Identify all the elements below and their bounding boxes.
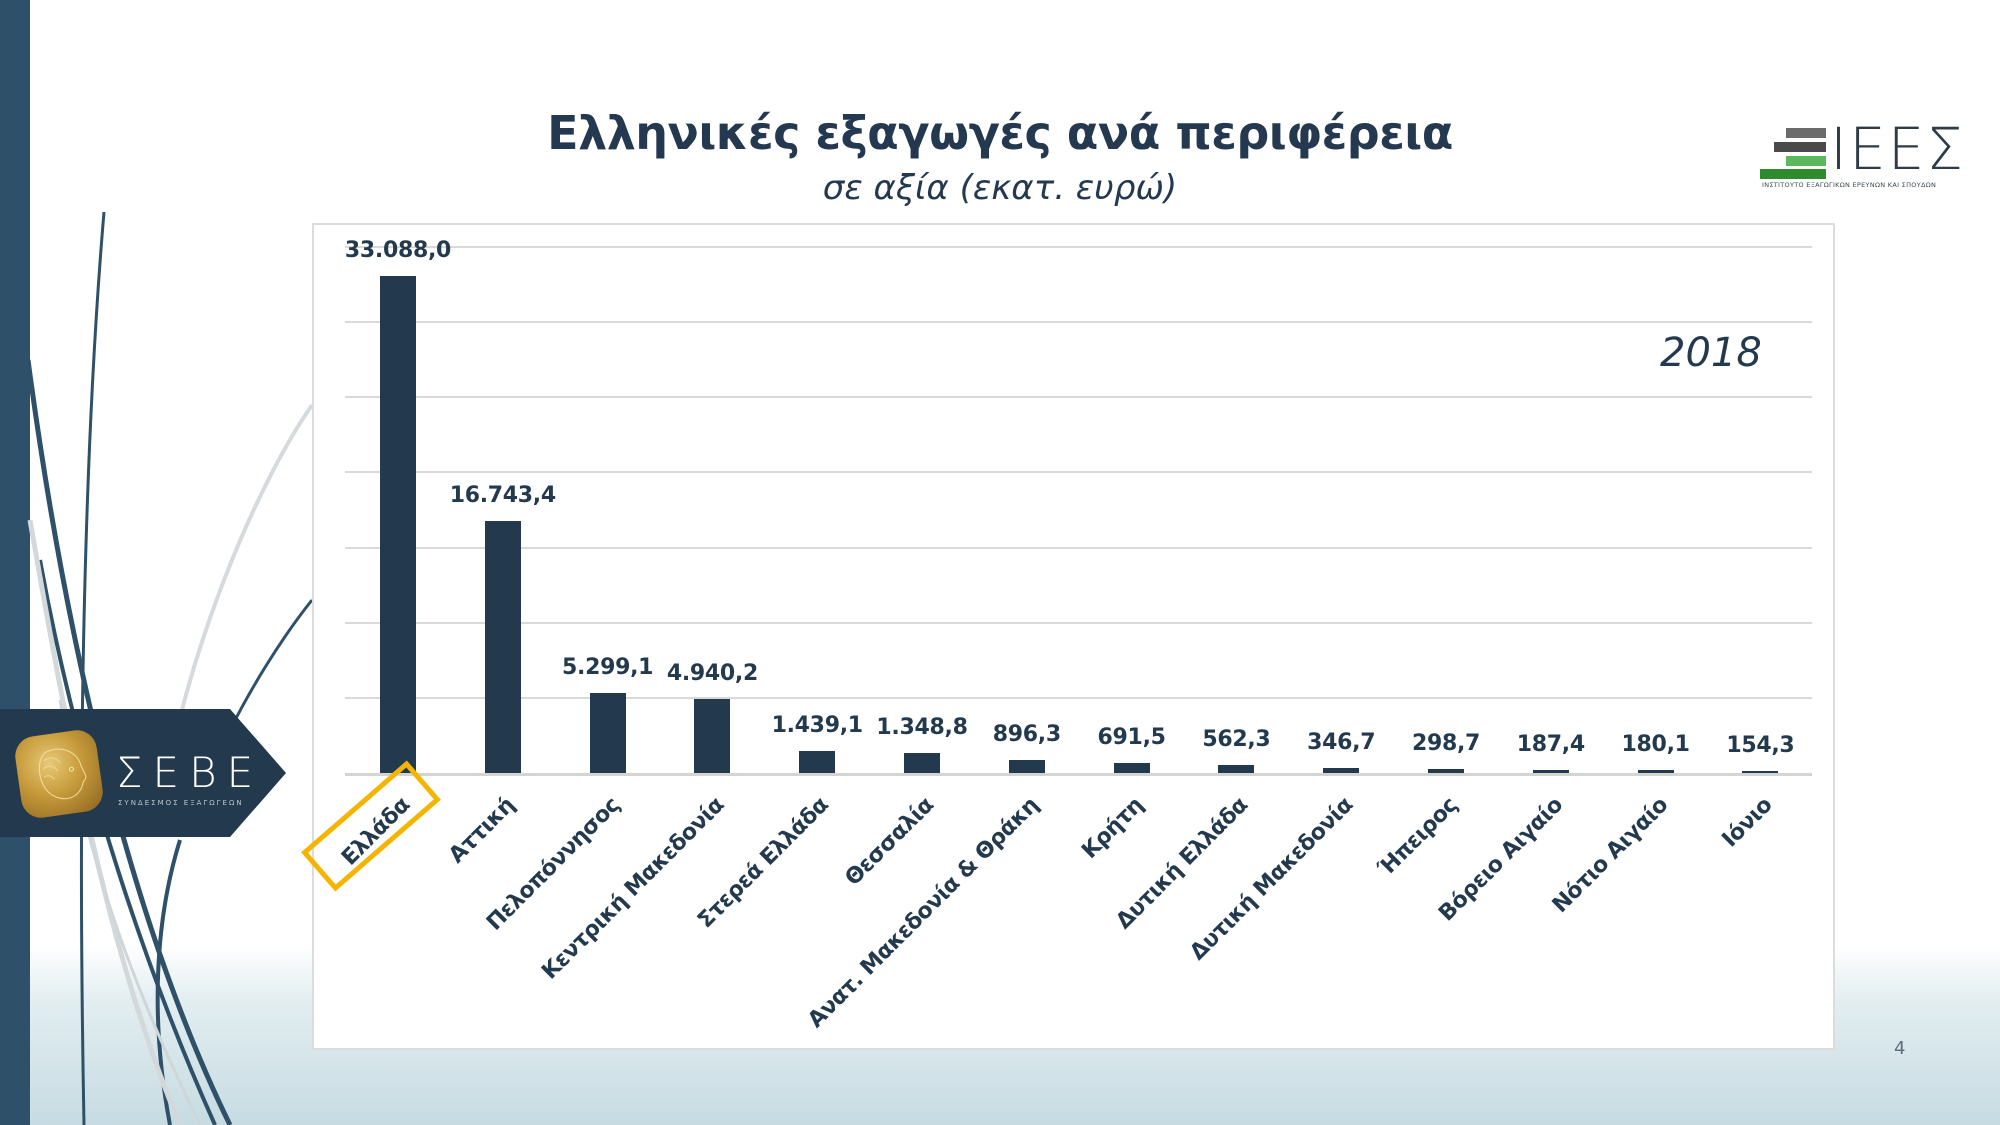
bar [380, 275, 416, 773]
slide-subtitle: σε αξία (εκατ. ευρώ) [822, 168, 1178, 208]
page-number: 4 [1894, 1038, 1906, 1059]
gridline [345, 621, 1812, 624]
bar-value-label: 180,1 [1621, 732, 1690, 758]
bar [1008, 759, 1045, 773]
coin-profile-icon [38, 748, 87, 800]
bar-value-label: 154,3 [1726, 732, 1795, 758]
bar-value-label: 896,3 [992, 721, 1061, 747]
bar [1113, 762, 1150, 773]
bar [1323, 767, 1360, 773]
x-axis-baseline [345, 773, 1812, 776]
sebe-logo-name: ΣΕΒΕ [116, 748, 264, 797]
bar-value-label: 1.439,1 [771, 713, 863, 739]
iees-logo-bar [1786, 156, 1826, 166]
bar-value-label: 4.940,2 [666, 660, 758, 686]
gridline [345, 396, 1812, 399]
year-annotation: 2018 [1660, 330, 1762, 376]
gridline [345, 546, 1812, 549]
iees-logo-bar [1786, 128, 1826, 138]
iees-logo-bar [1760, 169, 1826, 179]
sebe-coin-logo [12, 727, 106, 821]
bar [1218, 764, 1255, 773]
bar [799, 751, 836, 773]
sebe-logo-subtitle: ΣΥΝΔΕΣΜΟΣ ΕΞΑΓΩΓΕΩΝ [118, 799, 244, 807]
bar-value-label: 1.348,8 [876, 714, 968, 740]
gridline [345, 246, 1812, 248]
gridline [345, 471, 1812, 474]
bar [1742, 770, 1779, 773]
iees-logo-caption: ΙΝΣΤΙΤΟΥΤΟ ΕΞΑΓΩΓΙΚΩΝ ΕΡΕΥΝΩΝ ΚΑΙ ΣΠΟΥΔΩ… [1762, 181, 1937, 189]
bar [1532, 770, 1569, 773]
bar-value-label: 5.299,1 [562, 655, 654, 681]
bar [904, 752, 940, 773]
bar [1428, 768, 1464, 773]
bar-value-label: 187,4 [1516, 732, 1585, 758]
iees-logo: ΙΕΕΣ ΙΝΣΤΙΤΟΥΤΟ ΕΞΑΓΩΓΙΚΩΝ ΕΡΕΥΝΩΝ ΚΑΙ Σ… [1752, 118, 1963, 194]
bar-value-label: 691,5 [1097, 724, 1166, 750]
bar [1637, 770, 1674, 773]
bar [589, 693, 626, 773]
left-accent-bar [0, 0, 30, 1125]
gridline [345, 696, 1812, 699]
iees-logo-bar [1774, 142, 1826, 152]
bar-value-label: 346,7 [1307, 729, 1376, 755]
slide-title: Ελληνικές εξαγωγές ανά περιφέρεια [547, 106, 1453, 160]
bar-value-label: 16.743,4 [449, 483, 556, 509]
gridline [345, 321, 1812, 324]
iees-logo-letters: ΙΕΕΣ [1830, 115, 1966, 183]
chart-frame [312, 223, 1835, 1050]
bar-value-label: 33.088,0 [344, 237, 452, 263]
bar [694, 698, 731, 773]
bar [484, 521, 521, 773]
bar-value-label: 298,7 [1411, 730, 1481, 756]
bar-value-label: 562,3 [1202, 726, 1271, 752]
